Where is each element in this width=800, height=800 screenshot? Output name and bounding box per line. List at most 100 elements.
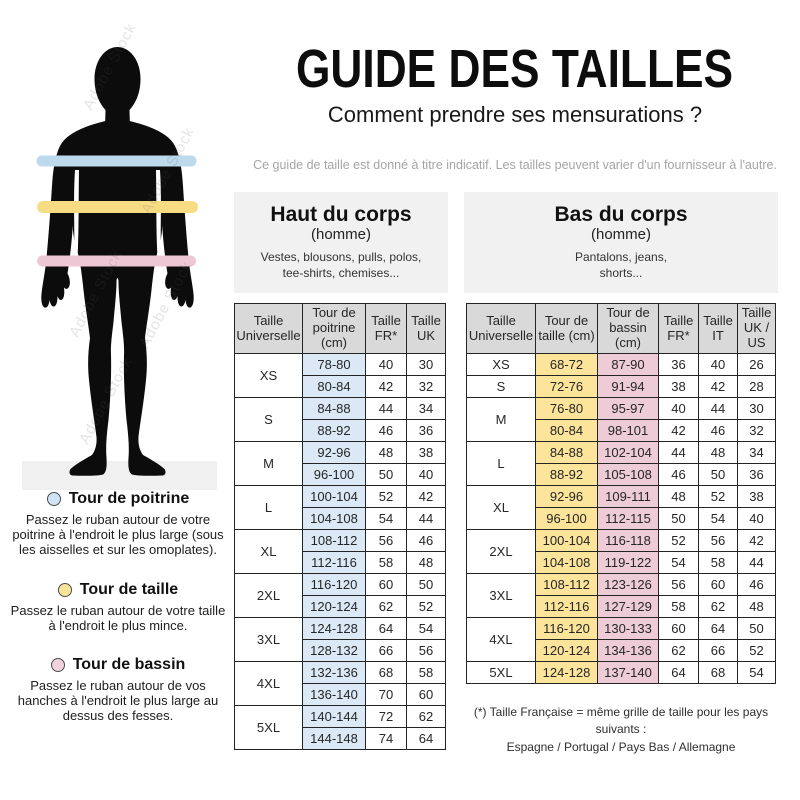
value-cell: 74: [365, 727, 407, 750]
value-cell: 128-132: [302, 639, 366, 662]
bas-garments: Pantalons, jeans, shorts...: [574, 250, 668, 280]
value-cell: 124-128: [535, 661, 598, 684]
value-cell: 40: [698, 353, 738, 376]
value-cell: 54: [698, 507, 738, 530]
chest-band: [36, 155, 197, 167]
value-cell: 62: [698, 595, 738, 618]
haut-subtitle: (homme): [310, 226, 371, 244]
value-cell: 40: [737, 507, 776, 530]
size-label-cell: L: [466, 441, 536, 486]
value-cell: 54: [658, 551, 699, 574]
value-cell: 56: [406, 639, 446, 662]
value-cell: 91-94: [597, 375, 659, 398]
legend-item-taille: Tour de taille Passez le ruban autour de…: [10, 581, 226, 633]
value-cell: 40: [658, 397, 699, 420]
value-cell: 87-90: [597, 353, 659, 376]
column-header: Taille IT: [698, 303, 738, 354]
value-cell: 50: [737, 617, 776, 640]
value-cell: 62: [658, 639, 699, 662]
value-cell: 130-133: [597, 617, 659, 640]
value-cell: 64: [658, 661, 699, 684]
value-cell: 48: [737, 595, 776, 618]
value-cell: 60: [698, 573, 738, 596]
column-header: Tour de bassin (cm): [597, 303, 659, 354]
size-label-cell: M: [466, 397, 536, 442]
size-label-cell: 2XL: [234, 573, 303, 618]
value-cell: 96-100: [302, 463, 366, 486]
value-cell: 144-148: [302, 727, 366, 750]
value-cell: 98-101: [597, 419, 659, 442]
value-cell: 46: [406, 529, 446, 552]
value-cell: 44: [406, 507, 446, 530]
bas-size-table: Taille Universelle Tour de taille (cm) Tou…: [466, 303, 776, 684]
bassin-color-dot-icon: [50, 658, 65, 673]
legend-item-poitrine: Tour de poitrine Passez le ruban autour …: [10, 490, 226, 558]
value-cell: 70: [365, 683, 407, 706]
value-cell: 60: [658, 617, 699, 640]
size-label-cell: 3XL: [234, 617, 303, 662]
value-cell: 44: [698, 397, 738, 420]
legend-title-taille: Tour de taille: [79, 580, 179, 598]
value-cell: 42: [737, 529, 776, 552]
size-label-cell: S: [466, 375, 536, 398]
column-header: Tour de poitrine (cm): [302, 303, 366, 354]
bas-du-corps-header: Bas du corps (homme) Pantalons, jeans, s…: [464, 192, 778, 293]
male-silhouette-graphic: [22, 47, 217, 490]
bas-size-table-container: Taille Universelle Tour de taille (cm) Tou…: [466, 303, 776, 684]
value-cell: 38: [406, 441, 446, 464]
legend-text-taille: Passez le ruban autour de votre taille à…: [10, 602, 226, 633]
size-label-cell: 4XL: [466, 617, 536, 662]
value-cell: 76-80: [535, 397, 598, 420]
value-cell: 46: [737, 573, 776, 596]
legend-title-bassin: Tour de bassin: [72, 656, 186, 674]
value-cell: 72: [365, 705, 407, 728]
haut-size-table: Taille Universelle Tour de poitrine (cm) T…: [234, 303, 446, 750]
value-cell: 105-108: [597, 463, 659, 486]
size-label-cell: L: [234, 485, 303, 530]
page-title: GUIDE DES TAILLES: [296, 39, 734, 99]
value-cell: 112-116: [302, 551, 366, 574]
value-cell: 48: [658, 485, 699, 508]
value-cell: 46: [698, 419, 738, 442]
value-cell: 56: [365, 529, 407, 552]
column-header: Taille UK / US: [737, 303, 776, 354]
value-cell: 28: [737, 375, 776, 398]
value-cell: 84-88: [535, 441, 598, 464]
value-cell: 64: [698, 617, 738, 640]
value-cell: 52: [406, 595, 446, 618]
floor-shadow: [22, 461, 217, 490]
value-cell: 42: [698, 375, 738, 398]
value-cell: 50: [698, 463, 738, 486]
value-cell: 58: [698, 551, 738, 574]
value-cell: 56: [698, 529, 738, 552]
value-cell: 134-136: [597, 639, 659, 662]
value-cell: 88-92: [535, 463, 598, 486]
bas-subtitle: (homme): [590, 226, 651, 244]
value-cell: 50: [658, 507, 699, 530]
value-cell: 104-108: [535, 551, 598, 574]
value-cell: 116-118: [597, 529, 659, 552]
value-cell: 42: [658, 419, 699, 442]
size-label-cell: XL: [466, 485, 536, 530]
value-cell: 36: [406, 419, 446, 442]
value-cell: 52: [698, 485, 738, 508]
value-cell: 34: [406, 397, 446, 420]
value-cell: 136-140: [302, 683, 366, 706]
value-cell: 30: [406, 353, 446, 376]
size-label-cell: 5XL: [234, 705, 303, 750]
value-cell: 30: [737, 397, 776, 420]
value-cell: 32: [406, 375, 446, 398]
value-cell: 40: [406, 463, 446, 486]
column-header: Taille FR*: [658, 303, 699, 354]
haut-du-corps-header: Haut du corps (homme) Vestes, blousons, …: [234, 192, 448, 293]
size-label-cell: 4XL: [234, 661, 303, 706]
value-cell: 112-115: [597, 507, 659, 530]
column-header: Taille UK: [406, 303, 446, 354]
legend-item-bassin: Tour de bassin Passez le ruban autour de…: [10, 656, 226, 724]
value-cell: 100-104: [302, 485, 366, 508]
value-cell: 50: [406, 573, 446, 596]
value-cell: 132-136: [302, 661, 366, 684]
column-header: Tour de taille (cm): [535, 303, 598, 354]
value-cell: 109-111: [597, 485, 659, 508]
column-header: Taille Universelle: [234, 303, 303, 354]
